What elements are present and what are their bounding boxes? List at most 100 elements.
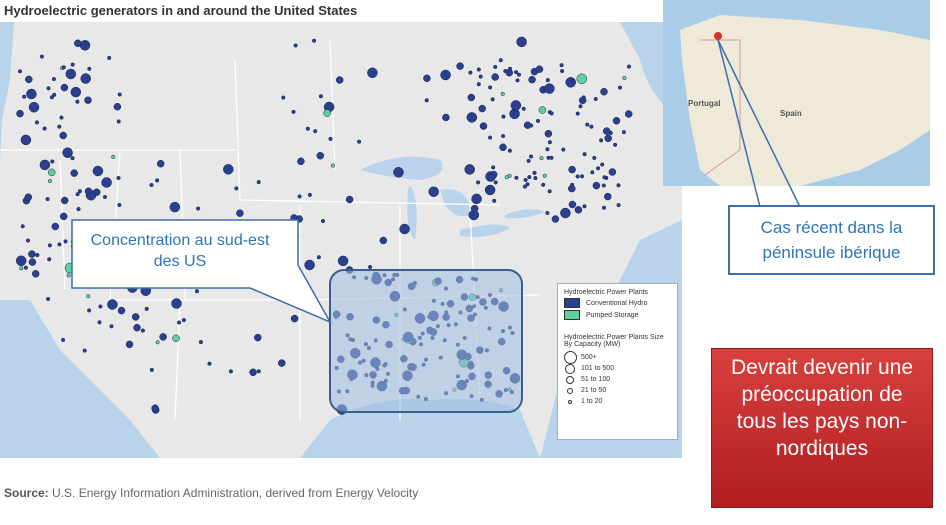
plant-dot (107, 55, 112, 60)
plant-dot (109, 324, 114, 329)
plant-dot (612, 117, 621, 125)
plant-dot (468, 70, 473, 75)
callout-box: Cas récent dans la péninsule ibérique (728, 205, 935, 275)
plant-dot (133, 323, 141, 332)
legend-size: 51 to 100 (581, 376, 611, 383)
southeast-callout (71, 219, 332, 324)
callout-text: Concentration au sud-est des US (90, 232, 270, 270)
plant-dot (624, 110, 633, 118)
plant-dot (337, 255, 349, 267)
legend-title: Hydroelectric Power Plants (564, 289, 649, 296)
gulf (300, 398, 540, 458)
plant-dot (523, 121, 532, 129)
plant-dot (526, 158, 531, 163)
legend-item: Pumped Storage (564, 310, 671, 320)
plant-dot (516, 72, 522, 77)
plant-dot (492, 198, 497, 203)
plant-dot (551, 215, 560, 223)
plant-dot (60, 196, 69, 205)
plant-dot (424, 98, 429, 103)
plant-dot (622, 75, 627, 80)
plant-dot (488, 135, 493, 140)
plant-dot (140, 328, 145, 333)
warning-box: Devrait devenir une préoccupation de tou… (711, 348, 933, 508)
source: Source: U.S. Energy Information Administ… (4, 486, 418, 500)
legend-size: 101 to 500 (581, 365, 615, 372)
pacific-south (0, 300, 160, 458)
plant-dot (547, 189, 552, 194)
plant-dot (171, 298, 182, 309)
plant-dot (131, 313, 140, 321)
plant-dot (510, 100, 522, 111)
plant-dot (117, 92, 122, 97)
plant-dot (256, 180, 261, 185)
plant-dot (228, 369, 233, 374)
legend-size-title: Hydroelectric Power Plants Size By Capac… (564, 334, 664, 348)
inset-label: Portugal (688, 99, 720, 108)
plant-dot (20, 224, 25, 229)
plant-dot (335, 76, 344, 84)
plant-dot (102, 194, 108, 200)
plant-dot (23, 265, 28, 270)
plant-dot (125, 340, 134, 349)
plant-dot (172, 334, 180, 343)
pointer-line (717, 39, 801, 208)
plant-dot (236, 209, 244, 217)
plant-dot (25, 75, 33, 84)
plant-dot (196, 206, 201, 211)
plant-dot (593, 96, 598, 102)
plant-dot (608, 130, 613, 136)
plant-dot (207, 361, 212, 366)
plant-dot (545, 210, 550, 216)
plant-dot (621, 130, 626, 135)
plant-dot (568, 184, 576, 193)
plant-dot (499, 143, 507, 152)
plant-dot (156, 159, 165, 168)
plant-dot (113, 102, 122, 111)
plant-dot (62, 147, 73, 158)
plant-dot (488, 85, 493, 90)
plant-dot (428, 186, 439, 197)
plant-dot (464, 164, 475, 175)
plant-dot (579, 174, 585, 179)
plant-dot (49, 95, 54, 100)
legend-size: 500+ (581, 354, 597, 361)
legend-size: 1 to 20 (581, 398, 603, 405)
plant-dot (521, 106, 526, 111)
plant-dot (320, 218, 326, 224)
plant-dot (399, 223, 410, 235)
plant-dot (169, 201, 181, 213)
plant-dot (442, 113, 450, 122)
plant-dot (514, 175, 519, 180)
plant-dot (293, 43, 298, 48)
plant-dot (84, 187, 93, 196)
plant-dot (57, 242, 62, 247)
plant-dot (466, 112, 478, 123)
plant-dot (527, 175, 532, 180)
plant-dot (522, 184, 527, 189)
plant-dot (155, 340, 160, 345)
plant-dot (52, 92, 57, 97)
plant-dot (476, 180, 481, 185)
plant-dot (393, 167, 404, 178)
plant-dot (97, 320, 102, 325)
plant-dot (379, 236, 388, 245)
plant-dot (28, 101, 40, 113)
plant-dot (514, 70, 519, 75)
plant-dot (61, 337, 66, 342)
plant-dot (590, 170, 595, 175)
plant-dot (545, 147, 550, 152)
plant-dot (507, 66, 513, 71)
plant-dot (101, 177, 112, 188)
plant-dot (501, 134, 506, 139)
plant-dot (596, 166, 601, 171)
plant-dot (75, 99, 80, 104)
plant-dot (70, 169, 78, 177)
plant-dot (22, 94, 27, 99)
plant-dot (367, 67, 378, 79)
plant-dot (316, 151, 325, 160)
plant-dot (560, 207, 571, 219)
plant-dot (504, 175, 509, 180)
plant-dot (599, 138, 604, 143)
